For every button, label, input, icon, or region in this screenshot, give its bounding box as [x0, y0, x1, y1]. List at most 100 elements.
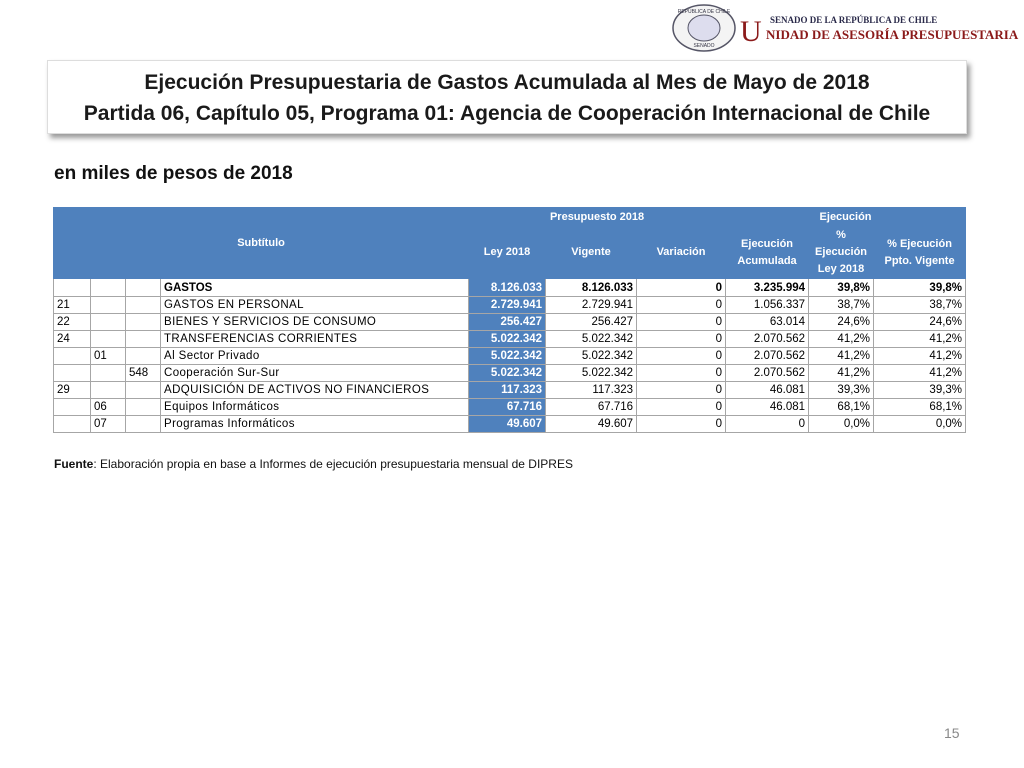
table-cell: Cooperación Sur-Sur — [159, 364, 470, 382]
table-cell: 46.081 — [725, 398, 810, 416]
table-cell: 2.729.941 — [468, 296, 547, 314]
table-cell: TRANSFERENCIAS CORRIENTES — [159, 330, 470, 348]
table-cell: 41,2% — [873, 330, 967, 348]
table-cell — [125, 381, 161, 399]
table-cell: Equipos Informáticos — [159, 398, 470, 416]
header-cell: Variación — [636, 226, 727, 279]
header-cell: Ejecución — [725, 207, 967, 227]
table-cell — [125, 313, 161, 331]
table-cell: 24 — [53, 330, 91, 348]
table-cell: 21 — [53, 296, 91, 314]
seal-center — [687, 14, 721, 42]
table-cell: 0 — [636, 398, 727, 416]
table-cell — [125, 347, 161, 365]
table-cell: 3.235.994 — [725, 278, 810, 297]
header-cell: Ley 2018 — [468, 226, 547, 279]
table-cell: 5.022.342 — [468, 364, 547, 382]
budget-table: Subtítulo Presupuesto 2018 Ejecución Ley… — [52, 207, 967, 433]
table-cell — [125, 278, 161, 297]
table-cell: 117.323 — [545, 381, 638, 399]
table-cell: 0 — [636, 330, 727, 348]
table-row: 07 Programas Informáticos 49.607 49.607 0 0 0,… — [53, 415, 967, 433]
table-cell: 41,2% — [808, 330, 875, 348]
table-cell — [90, 278, 126, 297]
table-cell: 41,2% — [808, 364, 875, 382]
table-cell — [53, 364, 91, 382]
table-cell: Al Sector Privado — [159, 347, 470, 365]
table-cell: 01 — [90, 347, 126, 365]
table-row: 06 Equipos Informáticos 67.716 67.716 0 46.08… — [53, 398, 967, 416]
table-cell: 39,8% — [873, 278, 967, 297]
table-cell — [90, 381, 126, 399]
table-cell: 41,2% — [808, 347, 875, 365]
table-cell: 06 — [90, 398, 126, 416]
source-note: Fuente: Elaboración propia en base a Inf… — [54, 457, 573, 471]
table-cell — [53, 398, 91, 416]
seal-bottom: SENADO — [693, 43, 714, 49]
table-cell: 22 — [53, 313, 91, 331]
table-cell: 0 — [636, 347, 727, 365]
table-cell: 0 — [636, 278, 727, 297]
page-number: 15 — [944, 725, 960, 741]
header-cell: % Ejecución Ley 2018 — [808, 226, 875, 279]
header-cell: Ejecución Acumulada — [725, 226, 810, 279]
table-cell: 0 — [636, 381, 727, 399]
org-main: NIDAD DE ASESORÍA PRESUPUESTARIA — [766, 27, 1019, 42]
table-cell: 41,2% — [873, 347, 967, 365]
table-row: 01 Al Sector Privado 5.022.342 5.022.342 0 2.… — [53, 347, 967, 365]
table-row: GASTOS 8.126.033 8.126.033 0 3.235.994 39,8% 3… — [53, 278, 967, 297]
table-cell — [53, 347, 91, 365]
table-cell: 67.716 — [545, 398, 638, 416]
table-cell: 0 — [725, 415, 810, 433]
table-cell: BIENES Y SERVICIOS DE CONSUMO — [159, 313, 470, 331]
seal-top: REPÚBLICA DE CHILE — [678, 8, 731, 15]
table-cell: 38,7% — [873, 296, 967, 314]
table-cell: 8.126.033 — [545, 278, 638, 297]
table-cell: 0,0% — [808, 415, 875, 433]
table-row: 548 Cooperación Sur-Sur 5.022.342 5.022.342… — [53, 364, 967, 382]
org-initial: U — [740, 15, 762, 48]
table-cell: 38,7% — [808, 296, 875, 314]
table-cell: 2.070.562 — [725, 330, 810, 348]
subtitle: en miles de pesos de 2018 — [54, 163, 293, 184]
table-cell: 117.323 — [468, 381, 547, 399]
source-text: : Elaboración propia en base a Informes … — [93, 457, 573, 471]
header-cell: Presupuesto 2018 — [468, 207, 727, 227]
table-cell: 29 — [53, 381, 91, 399]
table-cell: 68,1% — [873, 398, 967, 416]
table-cell: 548 — [125, 364, 161, 382]
table-cell — [125, 398, 161, 416]
table-cell — [125, 330, 161, 348]
title-box: Ejecución Presupuestaria de Gastos Acumu… — [47, 60, 967, 134]
table-cell: 24,6% — [808, 313, 875, 331]
table-cell: 5.022.342 — [468, 347, 547, 365]
table-cell: 2.729.941 — [545, 296, 638, 314]
table-cell: 0,0% — [873, 415, 967, 433]
table-row: 24 TRANSFERENCIAS CORRIENTES 5.022.342 5.02… — [53, 330, 967, 348]
header-cell: Vigente — [545, 226, 638, 279]
table-cell: 256.427 — [468, 313, 547, 331]
table-cell: GASTOS — [159, 278, 470, 297]
table-cell: 46.081 — [725, 381, 810, 399]
table-row: 21 GASTOS EN PERSONAL 2.729.941 2.729.941 0 1… — [53, 296, 967, 314]
table-cell — [90, 364, 126, 382]
table-cell: 41,2% — [873, 364, 967, 382]
table-cell: 0 — [636, 313, 727, 331]
table-cell: 256.427 — [545, 313, 638, 331]
table-cell — [125, 296, 161, 314]
table-cell: 1.056.337 — [725, 296, 810, 314]
table-cell: GASTOS EN PERSONAL — [159, 296, 470, 314]
title-line: Partida 06, Capítulo 05, Programa 01: Ag… — [83, 102, 931, 125]
table-cell: 5.022.342 — [545, 347, 638, 365]
table-cell: 0 — [636, 415, 727, 433]
table-cell: 0 — [636, 296, 727, 314]
title-line: Ejecución Presupuestaria de Gastos Acumu… — [144, 71, 870, 94]
table-cell: 68,1% — [808, 398, 875, 416]
table-cell: 5.022.342 — [545, 364, 638, 382]
table-cell: ADQUISICIÓN DE ACTIVOS NO FINANCIEROS — [159, 381, 470, 399]
table-cell: 5.022.342 — [545, 330, 638, 348]
table-cell: 39,3% — [873, 381, 967, 399]
table-row: 22 BIENES Y SERVICIOS DE CONSUMO 256.427 25… — [53, 313, 967, 331]
table-cell — [90, 313, 126, 331]
source-label: Fuente — [54, 457, 94, 471]
